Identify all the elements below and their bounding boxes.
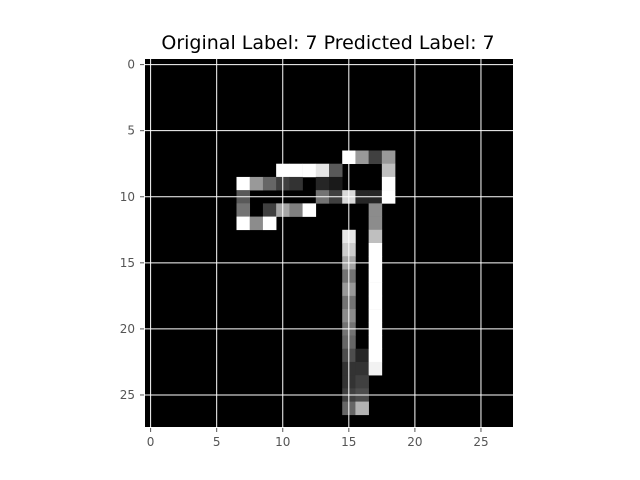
image-pixel xyxy=(355,150,369,165)
image-pixel xyxy=(368,150,383,165)
image-pixel xyxy=(368,361,383,376)
y-tick-label: 0 xyxy=(127,58,135,72)
image-pixel xyxy=(262,216,277,231)
image-pixel xyxy=(381,176,396,191)
image-pixel xyxy=(368,243,383,257)
image-pixel xyxy=(381,163,396,178)
x-tick-label: 20 xyxy=(407,435,422,449)
image-pixel xyxy=(381,150,396,165)
y-tick-label: 5 xyxy=(127,124,135,138)
image-pixel xyxy=(368,203,383,217)
x-tick-label: 15 xyxy=(341,435,356,449)
image-pixel xyxy=(315,163,330,178)
image-pixel xyxy=(289,176,303,191)
image-pixel xyxy=(368,295,383,310)
x-tick-label: 25 xyxy=(473,435,488,449)
image-pixel xyxy=(236,176,251,191)
image-pixel xyxy=(355,348,369,363)
image-pixel xyxy=(368,348,383,363)
image-pixel xyxy=(302,163,317,178)
image-pixel xyxy=(368,309,383,323)
image-pixel xyxy=(262,176,277,191)
image-pixel xyxy=(262,203,277,217)
image-pixel xyxy=(249,176,264,191)
image-pixel xyxy=(329,163,343,178)
image-pixel xyxy=(368,335,383,350)
image-pixel xyxy=(289,163,303,178)
x-tick-label: 5 xyxy=(213,435,221,449)
image-pixel xyxy=(236,203,251,217)
x-tick-label: 10 xyxy=(275,435,290,449)
image-pixel xyxy=(355,361,369,376)
plot-frame xyxy=(143,57,515,429)
image-background xyxy=(144,58,514,428)
y-tick-label: 25 xyxy=(120,388,135,402)
image-plot-area: 0 5 10 15 20 25 0 5 10 15 20 25 xyxy=(120,57,515,449)
image-pixel xyxy=(289,203,303,217)
x-tick-label: 0 xyxy=(147,435,155,449)
y-tick-label: 20 xyxy=(120,322,135,336)
image-pixel xyxy=(236,216,251,231)
image-pixel xyxy=(249,216,264,231)
y-tick-label: 15 xyxy=(120,256,135,270)
image-pixel xyxy=(368,269,383,283)
image-pixel xyxy=(355,401,369,416)
image-pixel xyxy=(329,176,343,191)
chart-title: Original Label: 7 Predicted Label: 7 xyxy=(161,32,494,54)
image-pixel xyxy=(368,216,383,231)
y-tick-label: 10 xyxy=(120,190,135,204)
image-pixel xyxy=(368,229,383,244)
image-pixel xyxy=(302,203,317,217)
image-pixel xyxy=(368,282,383,297)
image-pixel xyxy=(315,176,330,191)
image-pixel xyxy=(355,375,369,389)
